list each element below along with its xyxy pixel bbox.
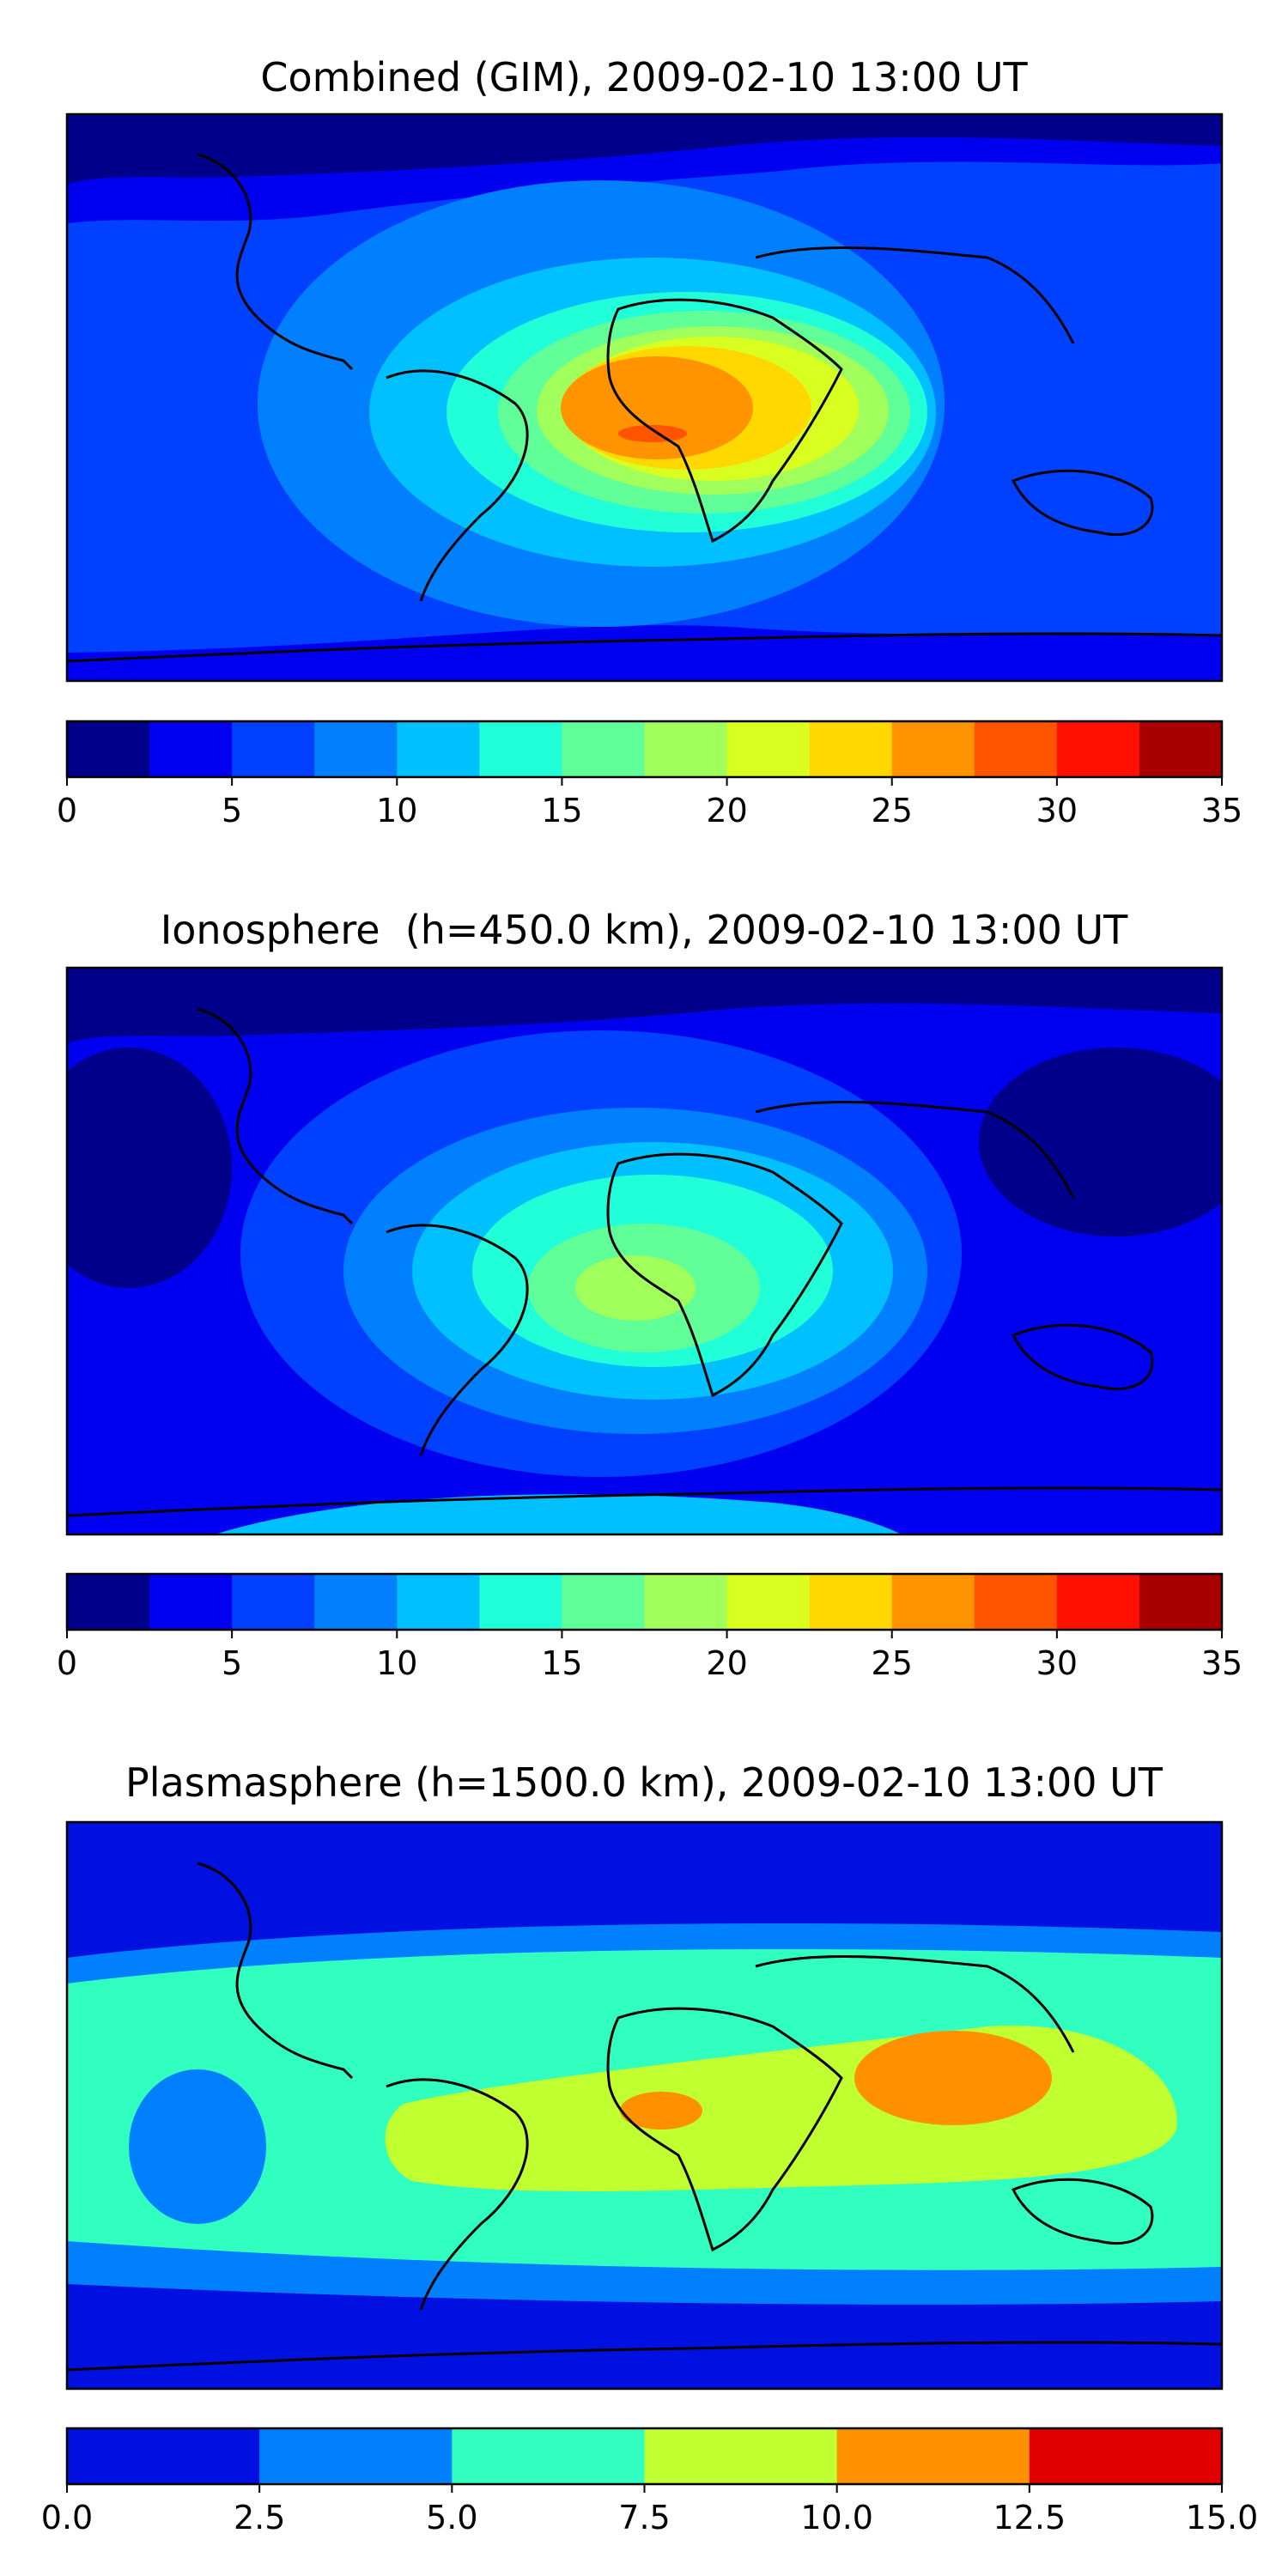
colorbar-tick-label: 10 xyxy=(376,1644,417,1682)
colorbar-tick-label: 5 xyxy=(222,1644,242,1682)
colorbar-segment xyxy=(1029,2428,1223,2484)
colorbar-segment xyxy=(891,1574,975,1630)
colorbar-segment xyxy=(891,721,975,777)
polar-low-south xyxy=(67,625,1222,681)
colorbar-segment xyxy=(974,1574,1058,1630)
colorbar-segment xyxy=(974,721,1058,777)
polar-lowest-north xyxy=(67,114,1222,185)
colorbar-segment xyxy=(726,1574,811,1630)
map-frame xyxy=(65,966,1224,1536)
colorbar-tick-label: 5 xyxy=(222,792,242,829)
colorbar-frame xyxy=(65,1572,1224,1631)
colorbar-tick-label: 0 xyxy=(57,792,77,829)
colorbar-segment xyxy=(1139,1574,1223,1630)
coastlines xyxy=(67,153,1222,663)
colorbar: 0.0 2.5 5.0 7.5 10.0 12.5 15.0 xyxy=(41,2427,1259,2537)
map-title: Plasmasphere (h=1500.0 km), 2009-02-10 1… xyxy=(125,1759,1163,1806)
map-frame xyxy=(65,112,1224,683)
colorbar-tick-label: 25 xyxy=(872,1644,913,1682)
peak-10-west xyxy=(620,2092,702,2129)
colorbar-tick-label: 10.0 xyxy=(800,2499,873,2537)
colorbar: 0 5 10 15 20 25 30 35 xyxy=(57,1572,1242,1682)
colorbar-segment xyxy=(149,1574,233,1630)
colorbar-segment xyxy=(644,1574,728,1630)
colorbar-tick-label: 35 xyxy=(1201,792,1242,829)
colorbar-segment xyxy=(397,721,480,777)
colorbar-segment xyxy=(562,721,645,777)
colorbar-tick-label: 15.0 xyxy=(1186,2499,1259,2537)
colorbar-segment xyxy=(644,2428,838,2484)
colorbar-tick-label: 20 xyxy=(706,1644,747,1682)
colorbar-segment xyxy=(836,2428,1030,2484)
coastlines xyxy=(67,1862,1222,2372)
colorbar-tick-label: 2.5 xyxy=(234,2499,285,2537)
panel-combined: Combined (GIM), 2009-02-10 13:00 UT xyxy=(0,0,1288,859)
colorbar-tick-label: 10 xyxy=(376,792,417,829)
colorbar-tick-label: 15 xyxy=(541,1644,582,1682)
colorbar-segment xyxy=(452,2428,645,2484)
colorbar-segment xyxy=(479,721,562,777)
colorbar-segment xyxy=(232,721,315,777)
colorbar-segment xyxy=(314,1574,398,1630)
colorbar-frame xyxy=(65,720,1224,779)
colorbar-tick-label: 0.0 xyxy=(41,2499,93,2537)
colorbar-tick-label: 7.5 xyxy=(618,2499,670,2537)
colorbar-tick-label: 30 xyxy=(1036,1644,1078,1682)
colorbar-segment xyxy=(726,721,811,777)
polar-contour-south xyxy=(215,1494,902,1534)
colorbar-segment xyxy=(809,1574,893,1630)
colorbar-segment xyxy=(67,2428,260,2484)
contour-27 xyxy=(561,356,753,459)
low-west xyxy=(67,1048,232,1288)
map-figure: 0 5 10 15 20 25 30 35 xyxy=(57,966,1242,1682)
colorbar-segment xyxy=(314,721,398,777)
pocket-2p5 xyxy=(129,2069,266,2224)
colorbar-segment xyxy=(259,2428,453,2484)
colorbar-tick-label: 35 xyxy=(1201,1644,1242,1682)
panel-ionosphere: Ionosphere (h=450.0 km), 2009-02-10 13:0… xyxy=(57,907,1242,1682)
contour-30 xyxy=(618,425,687,442)
tec-contour-map xyxy=(67,114,1222,681)
map-frame xyxy=(65,1820,1224,2391)
polar-lowest-north xyxy=(67,968,1222,1043)
contour-17 xyxy=(575,1255,696,1321)
colorbar-segment xyxy=(562,1574,645,1630)
colorbar-tick-label: 5.0 xyxy=(426,2499,477,2537)
peak-10-east xyxy=(854,2031,1052,2125)
colorbar-tick-label: 20 xyxy=(706,792,747,829)
colorbar-segment xyxy=(149,721,233,777)
map-figure: 0 5 10 15 20 25 30 35 xyxy=(57,112,1242,829)
colorbar-segment xyxy=(809,721,893,777)
colorbar-segment xyxy=(644,721,728,777)
low-east xyxy=(979,1048,1222,1236)
colorbar-segment xyxy=(67,1574,150,1630)
colorbar-segment xyxy=(1056,721,1140,777)
colorbar-tick-label: 0 xyxy=(57,1644,77,1682)
coastlines xyxy=(67,1007,1222,1517)
map-title: Ionosphere (h=450.0 km), 2009-02-10 13:0… xyxy=(160,907,1128,953)
tec-contour-map xyxy=(67,1822,1222,2389)
colorbar-tick-label: 25 xyxy=(872,792,913,829)
colorbar-tick-label: 30 xyxy=(1036,792,1078,829)
colorbar-segment xyxy=(479,1574,562,1630)
colorbar-tick-label: 12.5 xyxy=(993,2499,1066,2537)
colorbar-segment xyxy=(1056,1574,1140,1630)
tec-contour-map xyxy=(67,968,1222,1534)
colorbar-segment xyxy=(232,1574,315,1630)
colorbar-segment xyxy=(1139,721,1223,777)
map-title: Combined (GIM), 2009-02-10 13:00 UT xyxy=(260,54,1028,100)
colorbar-segment xyxy=(67,721,150,777)
colorbar-segment xyxy=(397,1574,480,1630)
colorbar-tick-label: 15 xyxy=(541,792,582,829)
colorbar: 0 5 10 15 20 25 30 35 xyxy=(57,720,1242,829)
